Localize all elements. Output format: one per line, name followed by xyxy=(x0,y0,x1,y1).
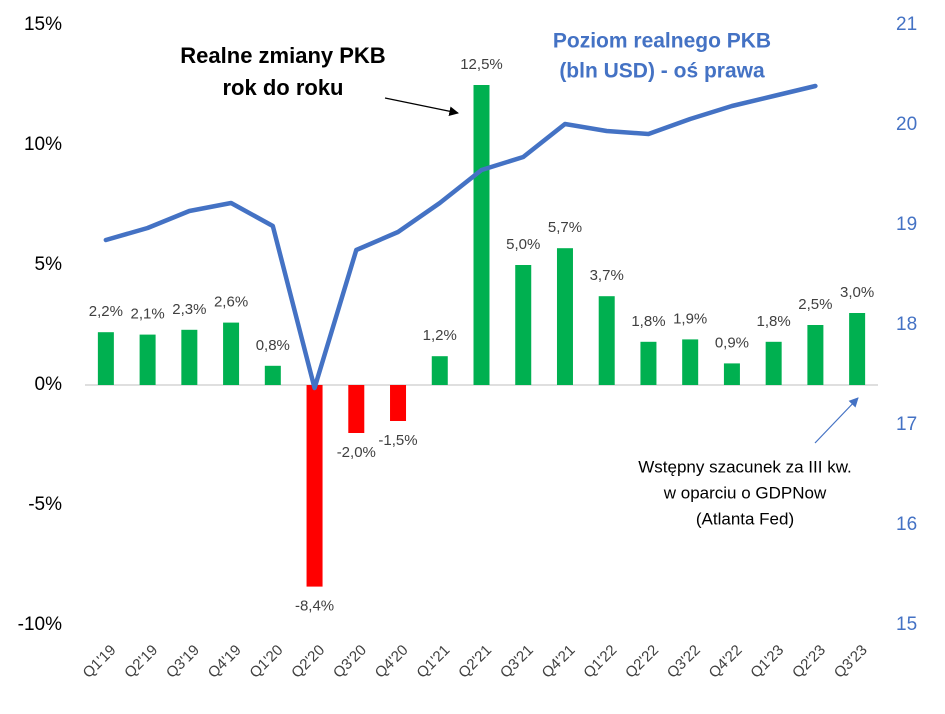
bar xyxy=(306,385,323,587)
bar xyxy=(515,265,532,385)
y2-tick-label: 19 xyxy=(896,214,917,235)
x-tick-label: Q2'21 xyxy=(455,642,495,682)
bar xyxy=(390,385,407,421)
data-label: 1,8% xyxy=(757,313,791,330)
data-label: -8,4% xyxy=(295,598,334,615)
annotation: Wstępny szacunek za III kw. xyxy=(638,457,852,476)
bar xyxy=(556,248,573,385)
data-label: 1,2% xyxy=(423,327,457,344)
bar xyxy=(849,313,866,385)
line-title: (bln USD) - oś prawa xyxy=(559,60,765,83)
y-tick-label: 10% xyxy=(24,134,62,155)
bar xyxy=(598,296,615,385)
y2-tick-label: 15 xyxy=(896,614,917,635)
bar xyxy=(723,363,740,385)
bar-title: rok do roku xyxy=(222,75,343,100)
y2-tick-label: 18 xyxy=(896,314,917,335)
data-label: 0,9% xyxy=(715,334,749,351)
bar-title: Realne zmiany PKB xyxy=(180,43,385,68)
bar xyxy=(348,385,365,433)
data-label: 2,3% xyxy=(172,301,206,318)
data-label: -2,0% xyxy=(337,444,376,461)
data-label: 1,8% xyxy=(631,313,665,330)
bar xyxy=(807,325,824,385)
y-tick-label: 5% xyxy=(35,254,63,275)
x-tick-label: Q3'22 xyxy=(664,642,704,682)
arrow xyxy=(814,397,859,444)
data-label: -1,5% xyxy=(378,432,417,449)
x-tick-label: Q3'20 xyxy=(330,642,370,682)
bar xyxy=(223,322,240,385)
line xyxy=(103,83,818,391)
x-tick-label: Q4'22 xyxy=(706,642,746,682)
data-label: 2,6% xyxy=(214,294,248,311)
y2-tick-label: 20 xyxy=(896,114,917,135)
x-tick-label: Q3'19 xyxy=(163,642,203,682)
bar xyxy=(682,339,699,385)
data-label: 3,7% xyxy=(590,267,624,284)
bar xyxy=(765,341,782,385)
x-tick-label: Q4'21 xyxy=(539,642,579,682)
bar xyxy=(139,334,156,385)
x-tick-label: Q2'23 xyxy=(789,642,829,682)
x-tick-label: Q2'22 xyxy=(622,642,662,682)
x-tick-label: Q4'19 xyxy=(205,642,245,682)
bar xyxy=(473,85,490,385)
data-label: 2,5% xyxy=(798,296,832,313)
data-label: 3,0% xyxy=(840,284,874,301)
x-tick-label: Q4'20 xyxy=(372,642,412,682)
x-tick-label: Q1'20 xyxy=(246,642,286,682)
y-tick-label: 15% xyxy=(24,14,62,35)
data-label: 1,9% xyxy=(673,310,707,327)
x-tick-label: Q1'22 xyxy=(580,642,620,682)
x-tick-label: Q1'21 xyxy=(413,642,453,682)
y2-tick-label: 16 xyxy=(896,514,917,535)
arrow xyxy=(384,97,459,116)
y-tick-label: -10% xyxy=(18,614,62,635)
x-tick-label: Q2'19 xyxy=(121,642,161,682)
data-label: 2,2% xyxy=(89,303,123,320)
annotation: w oparciu o GDPNow xyxy=(663,483,827,502)
x-tick-label: Q3'21 xyxy=(497,642,537,682)
x-tick-label: Q1'19 xyxy=(80,642,120,682)
x-tick-label: Q3'23 xyxy=(831,642,871,682)
bar xyxy=(181,329,198,385)
bar xyxy=(264,365,281,385)
y2-tick-label: 21 xyxy=(896,14,917,35)
bar xyxy=(431,356,448,385)
data-label: 2,1% xyxy=(131,306,165,323)
data-label: 5,7% xyxy=(548,219,582,236)
y2-tick-label: 17 xyxy=(896,414,917,435)
bar xyxy=(640,341,657,385)
data-label: 0,8% xyxy=(256,337,290,354)
data-label: 12,5% xyxy=(460,56,503,73)
data-label: 5,0% xyxy=(506,236,540,253)
line-title: Poziom realnego PKB xyxy=(553,30,771,53)
bar xyxy=(97,332,114,385)
y-tick-label: 0% xyxy=(35,374,63,395)
x-tick-label: Q1'23 xyxy=(747,642,787,682)
annotation: (Atlanta Fed) xyxy=(696,509,794,528)
x-tick-label: Q2'20 xyxy=(288,642,328,682)
y-tick-label: -5% xyxy=(28,494,62,515)
